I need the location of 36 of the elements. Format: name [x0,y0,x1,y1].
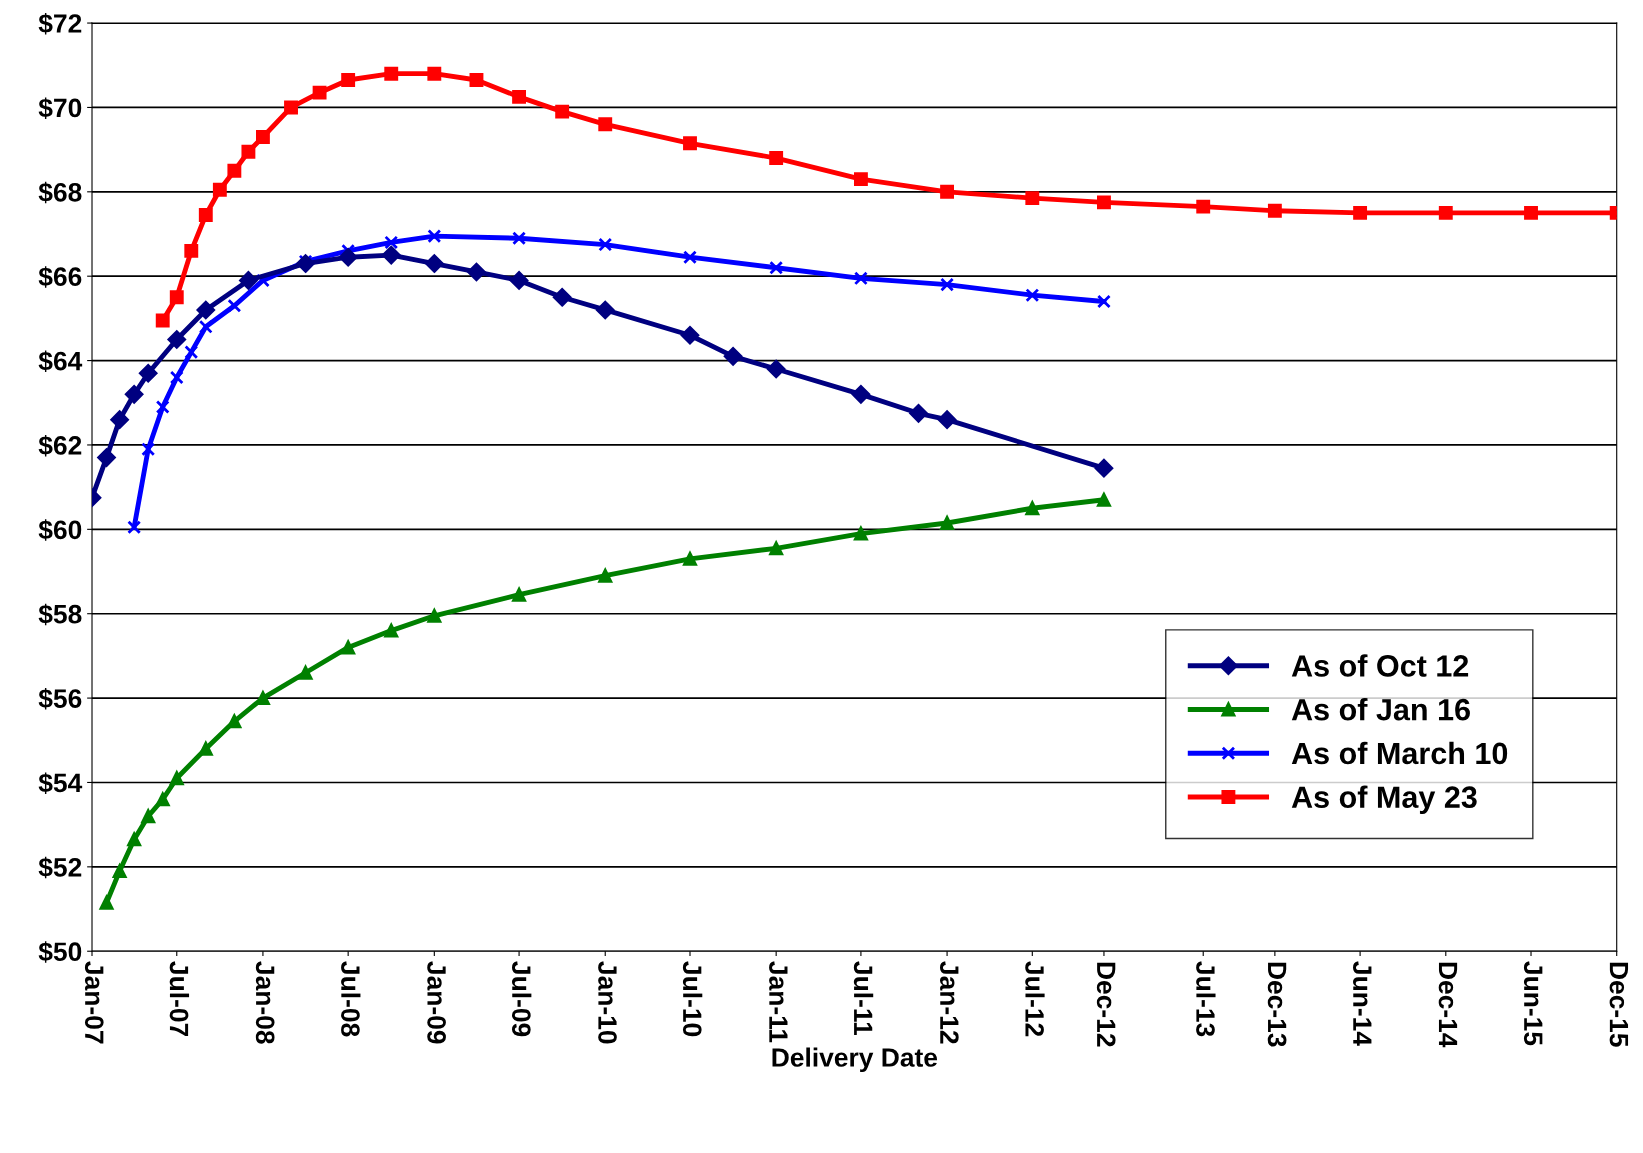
x-tick-label: Dec-12 [1096,962,1116,1047]
x-tick-label: Dec-15 [1609,962,1629,1047]
x-tick-label: Jul-08 [341,961,361,1037]
y-tick-label: $68 [38,181,82,204]
y-tick-label: $64 [38,350,83,373]
y-tick-label: $52 [38,856,82,879]
legend-label: As of May 23 [1291,785,1477,815]
x-tick-label: Jul-12 [1025,961,1045,1037]
legend-label: As of Oct 12 [1291,654,1469,677]
y-tick-label: $56 [38,688,82,710]
y-tick-label: $70 [38,97,82,119]
y-tick-label: $54 [38,772,83,794]
x-tick-label: Jul-07 [169,961,190,1037]
y-tick-label: $72 [38,13,82,35]
y-tick-label: $60 [38,519,82,541]
x-tick-label: Jan-08 [255,961,275,1044]
x-tick-label: Jan-11 [769,961,788,1043]
x-tick-label: Jun-14 [1353,961,1372,1046]
x-tick-label: Jun-15 [1523,961,1543,1046]
y-tick-label: $58 [38,603,82,626]
x-tick-label: Jan-12 [939,961,959,1044]
x-tick-label: Jan-10 [598,961,617,1044]
x-tick-label: Dec-14 [1438,962,1458,1048]
y-tick-label: $62 [38,434,82,457]
x-tick-label: Jan-09 [427,961,446,1044]
x-tick-label: Dec-13 [1267,962,1287,1047]
x-tick-label: Jul-11 [853,961,874,1036]
y-tick-label: $50 [38,941,82,963]
x-tick-label: Jul-13 [1196,961,1216,1037]
x-tick-label: Jan-07 [84,961,104,1044]
x-tick-label: Jul-10 [682,961,703,1037]
x-tick-label: Jul-09 [511,961,532,1037]
x-axis-title: Delivery Date [772,1047,938,1073]
y-tick-label: $66 [38,266,82,288]
legend-label: As of Jan 16 [1291,698,1470,721]
legend-label: As of March 10 [1291,741,1508,765]
